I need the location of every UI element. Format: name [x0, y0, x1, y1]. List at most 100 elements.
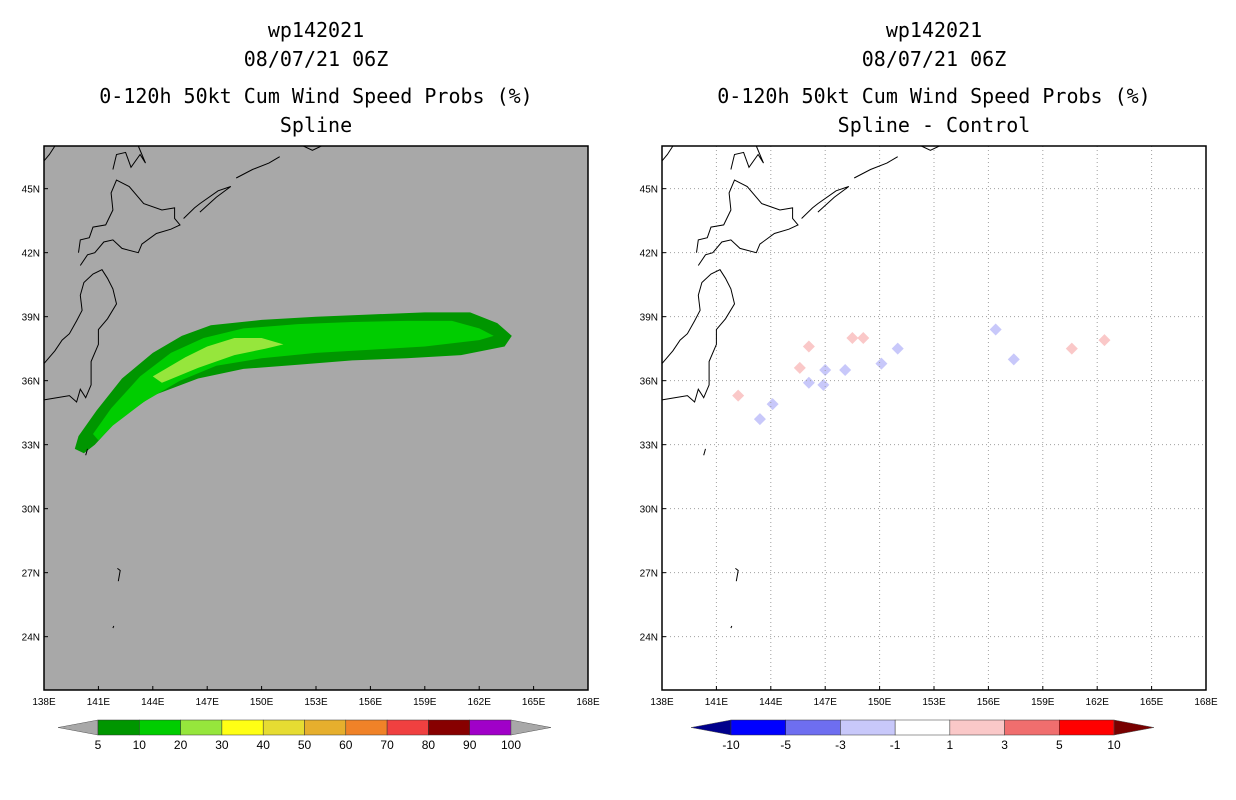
left-colorbar-label-7: 70: [380, 738, 394, 752]
left-x-tick-label-8: 162E: [468, 697, 492, 708]
left-x-tick-label-5: 153E: [304, 697, 328, 708]
left-colorbar-swatch-8: [428, 719, 470, 736]
left-x-tick-label-0: 138E: [32, 697, 56, 708]
right-coastline-7: [703, 448, 706, 456]
left-x-tick-label-3: 147E: [196, 697, 220, 708]
left-colorbar-label-0: 5: [95, 738, 102, 752]
left-coastline-1: [78, 179, 181, 266]
left-coastline-8: [117, 568, 121, 582]
left-title-line-1: wp142021: [267, 18, 365, 42]
right-diff-patch-3: [846, 332, 859, 344]
left-title-line-3: 0-120h 50kt Cum Wind Speed Probs (%): [99, 84, 533, 108]
left-x-tick-label-6: 156E: [359, 697, 383, 708]
left-colorbar-swatch-4: [262, 719, 305, 736]
right-title-line-4: Spline - Control: [837, 113, 1031, 137]
left-y-tick-label-0: 24N: [22, 633, 40, 644]
right-diff-patch-6: [1098, 334, 1111, 347]
left-y-tick-label-3: 33N: [22, 441, 40, 452]
right-coastline-6: [921, 145, 940, 151]
right-coastline-4: [801, 186, 850, 219]
right-chart-title: wp142021 08/07/21 06Z 0-120h 50kt Cum Wind…: [662, 16, 1206, 140]
right-coastline-2: [730, 145, 764, 170]
right-colorbar-label-5: 3: [1001, 738, 1008, 752]
left-colorbar-label-10: 100: [501, 738, 521, 752]
right-diff-patch-2: [793, 361, 806, 374]
right-y-tick-label-4: 36N: [640, 377, 658, 388]
left-x-tick-label-4: 150E: [250, 697, 274, 708]
right-x-tick-label-7: 159E: [1031, 697, 1055, 708]
right-diff-patch-7: [753, 413, 766, 426]
right-coastline-1: [696, 179, 799, 266]
right-colorbar-swatch-6: [1059, 719, 1115, 736]
right-diff-patch-0: [732, 389, 745, 402]
right-diff-patch-1: [802, 340, 815, 353]
right-title-line-1: wp142021: [885, 18, 983, 42]
left-coastline-6: [303, 145, 322, 151]
right-colorbar-swatch-2: [840, 719, 896, 736]
left-title-line-4: Spline: [279, 113, 353, 137]
right-coastline-5: [853, 156, 898, 179]
right-colorbar-high-arrow: [1113, 719, 1155, 736]
right-colorbar-label-1: -5: [780, 738, 791, 752]
left-coastline-0: [43, 269, 118, 403]
right-x-tick-label-5: 153E: [922, 697, 946, 708]
left-coastline-7: [85, 448, 88, 456]
left-plot-area: [44, 146, 588, 690]
left-colorbar-swatch-2: [180, 719, 223, 736]
left-colorbar-label-3: 30: [215, 738, 229, 752]
left-chart: 138E 141E 144E 147E 150E 153E 156E 159E 162E 165E…: [22, 145, 600, 752]
left-colorbar-label-1: 10: [133, 738, 147, 752]
left-colorbar-label-2: 20: [174, 738, 188, 752]
right-diff-patch-16: [1007, 353, 1020, 366]
left-x-tick-label-1: 141E: [87, 697, 111, 708]
right-colorbar-label-6: 5: [1056, 738, 1063, 752]
left-x-tick-label-2: 144E: [141, 697, 165, 708]
right-colorbar-low-arrow: [690, 719, 732, 736]
right-colorbar-swatch-1: [785, 719, 841, 736]
right-x-tick-label-10: 168E: [1194, 697, 1218, 708]
left-y-tick-label-6: 42N: [22, 249, 40, 260]
left-coastline-9: [112, 625, 115, 629]
left-colorbar-swatch-1: [139, 719, 181, 736]
right-diff-patch-9: [802, 376, 815, 389]
left-colorbar-low-arrow: [57, 719, 99, 736]
right-y-tick-label-5: 39N: [640, 313, 658, 324]
right-colorbar-swatch-5: [1004, 719, 1060, 736]
left-y-tick-label-5: 39N: [22, 313, 40, 324]
right-colorbar-swatch-3: [894, 719, 951, 736]
right-x-tick-label-1: 141E: [705, 697, 729, 708]
right-x-tick-label-0: 138E: [650, 697, 674, 708]
right-diff-patch-11: [817, 378, 830, 391]
right-x-tick-label-8: 162E: [1086, 697, 1110, 708]
left-x-tick-label-9: 165E: [522, 697, 546, 708]
left-colorbar-label-8: 80: [422, 738, 436, 752]
right-diff-patch-14: [891, 342, 904, 355]
right-chart: 138E 141E 144E 147E 150E 153E 156E 159E 162E 165E…: [640, 145, 1218, 752]
left-title-line-2: 08/07/21 06Z: [243, 47, 389, 71]
right-diff-patch-4: [857, 332, 870, 344]
right-title-line-3: 0-120h 50kt Cum Wind Speed Probs (%): [717, 84, 1151, 108]
left-chart-title: wp142021 08/07/21 06Z 0-120h 50kt Cum Wind…: [44, 16, 588, 140]
left-colorbar-label-9: 90: [463, 738, 477, 752]
left-colorbar-swatch-3: [221, 719, 264, 736]
right-x-tick-label-9: 165E: [1140, 697, 1164, 708]
left-y-tick-label-4: 36N: [22, 377, 40, 388]
right-x-tick-label-4: 150E: [868, 697, 892, 708]
left-colorbar-swatch-6: [345, 719, 388, 736]
right-colorbar-swatch-4: [949, 719, 1005, 736]
left-colorbar-label-4: 40: [257, 738, 271, 752]
right-x-tick-label-6: 156E: [977, 697, 1001, 708]
right-coastline-8: [735, 568, 739, 582]
left-colorbar-high-arrow: [510, 719, 552, 736]
right-colorbar-label-0: -10: [722, 738, 740, 752]
left-coastline-3: [43, 145, 56, 162]
left-contour-20: [152, 338, 284, 383]
right-x-tick-label-3: 147E: [814, 697, 838, 708]
left-colorbar-swatch-0: [97, 719, 140, 736]
right-diff-patch-13: [875, 357, 888, 370]
left-contour-10: [93, 320, 494, 441]
right-title-line-2: 08/07/21 06Z: [861, 47, 1007, 71]
left-x-tick-label-10: 168E: [576, 697, 600, 708]
left-colorbar-label-5: 50: [298, 738, 312, 752]
